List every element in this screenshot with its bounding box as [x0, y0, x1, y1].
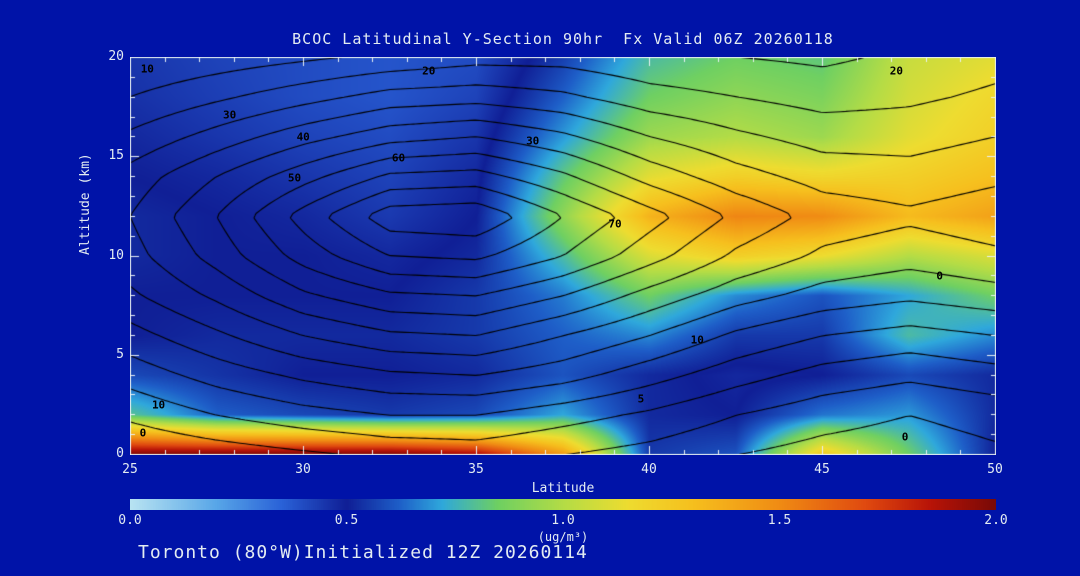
contour-value-label: 10	[140, 62, 154, 76]
plot-area: 10 20 20 30 40 30 60 50 70 0 10 5 10 0 0	[130, 57, 996, 455]
colorbar-tick-label: 1.5	[767, 513, 792, 528]
contour-value-label: 10	[151, 398, 166, 412]
colorbar-tick-label: 1.0	[551, 513, 575, 528]
x-tick-label: 35	[468, 462, 484, 477]
y-tick-label: 10	[108, 247, 124, 263]
colorbar-tick-label: 0.0	[118, 513, 142, 528]
x-axis-label: Latitude	[531, 481, 595, 496]
x-tick-label: 45	[814, 462, 830, 477]
contour-value-label: 0	[936, 269, 944, 283]
y-axis-label: Altitude (km)	[78, 153, 93, 255]
contour-value-label: 40	[296, 130, 310, 144]
contour-value-label: 20	[422, 64, 436, 78]
contour-value-label: 20	[889, 64, 904, 78]
x-tick-label: 30	[295, 462, 311, 477]
colorbar-tick-label: 0.5	[334, 513, 359, 528]
y-tick-label: 0	[116, 446, 124, 461]
contour-value-label: 30	[526, 134, 540, 148]
colorbar-tick-label: 2.0	[984, 513, 1008, 528]
contour-value-label: 0	[139, 426, 147, 440]
colorbar-unit-label: (ug/m³)	[537, 530, 589, 544]
chart-title: BCOC Latitudinal Y-Section 90hr Fx Valid…	[292, 30, 834, 48]
contour-value-label: 10	[690, 333, 704, 347]
contour-value-label: 60	[391, 151, 406, 165]
colorbar	[130, 499, 996, 510]
x-tick-label: 50	[987, 462, 1003, 477]
contour-value-label: 70	[608, 217, 622, 231]
x-tick-label: 40	[641, 462, 657, 477]
contour-value-label: 5	[637, 392, 645, 406]
contour-value-label: 0	[901, 430, 909, 444]
model-init-caption: Toronto (80°W)Initialized 12Z 20260114	[138, 542, 588, 563]
x-tick-label: 25	[122, 462, 138, 477]
contour-value-label: 30	[222, 108, 237, 122]
y-tick-label: 15	[108, 148, 124, 164]
y-tick-label: 5	[116, 346, 124, 362]
heatmap-contour-canvas	[130, 57, 996, 455]
contour-value-label: 50	[287, 171, 302, 185]
y-tick-label: 20	[108, 49, 124, 64]
